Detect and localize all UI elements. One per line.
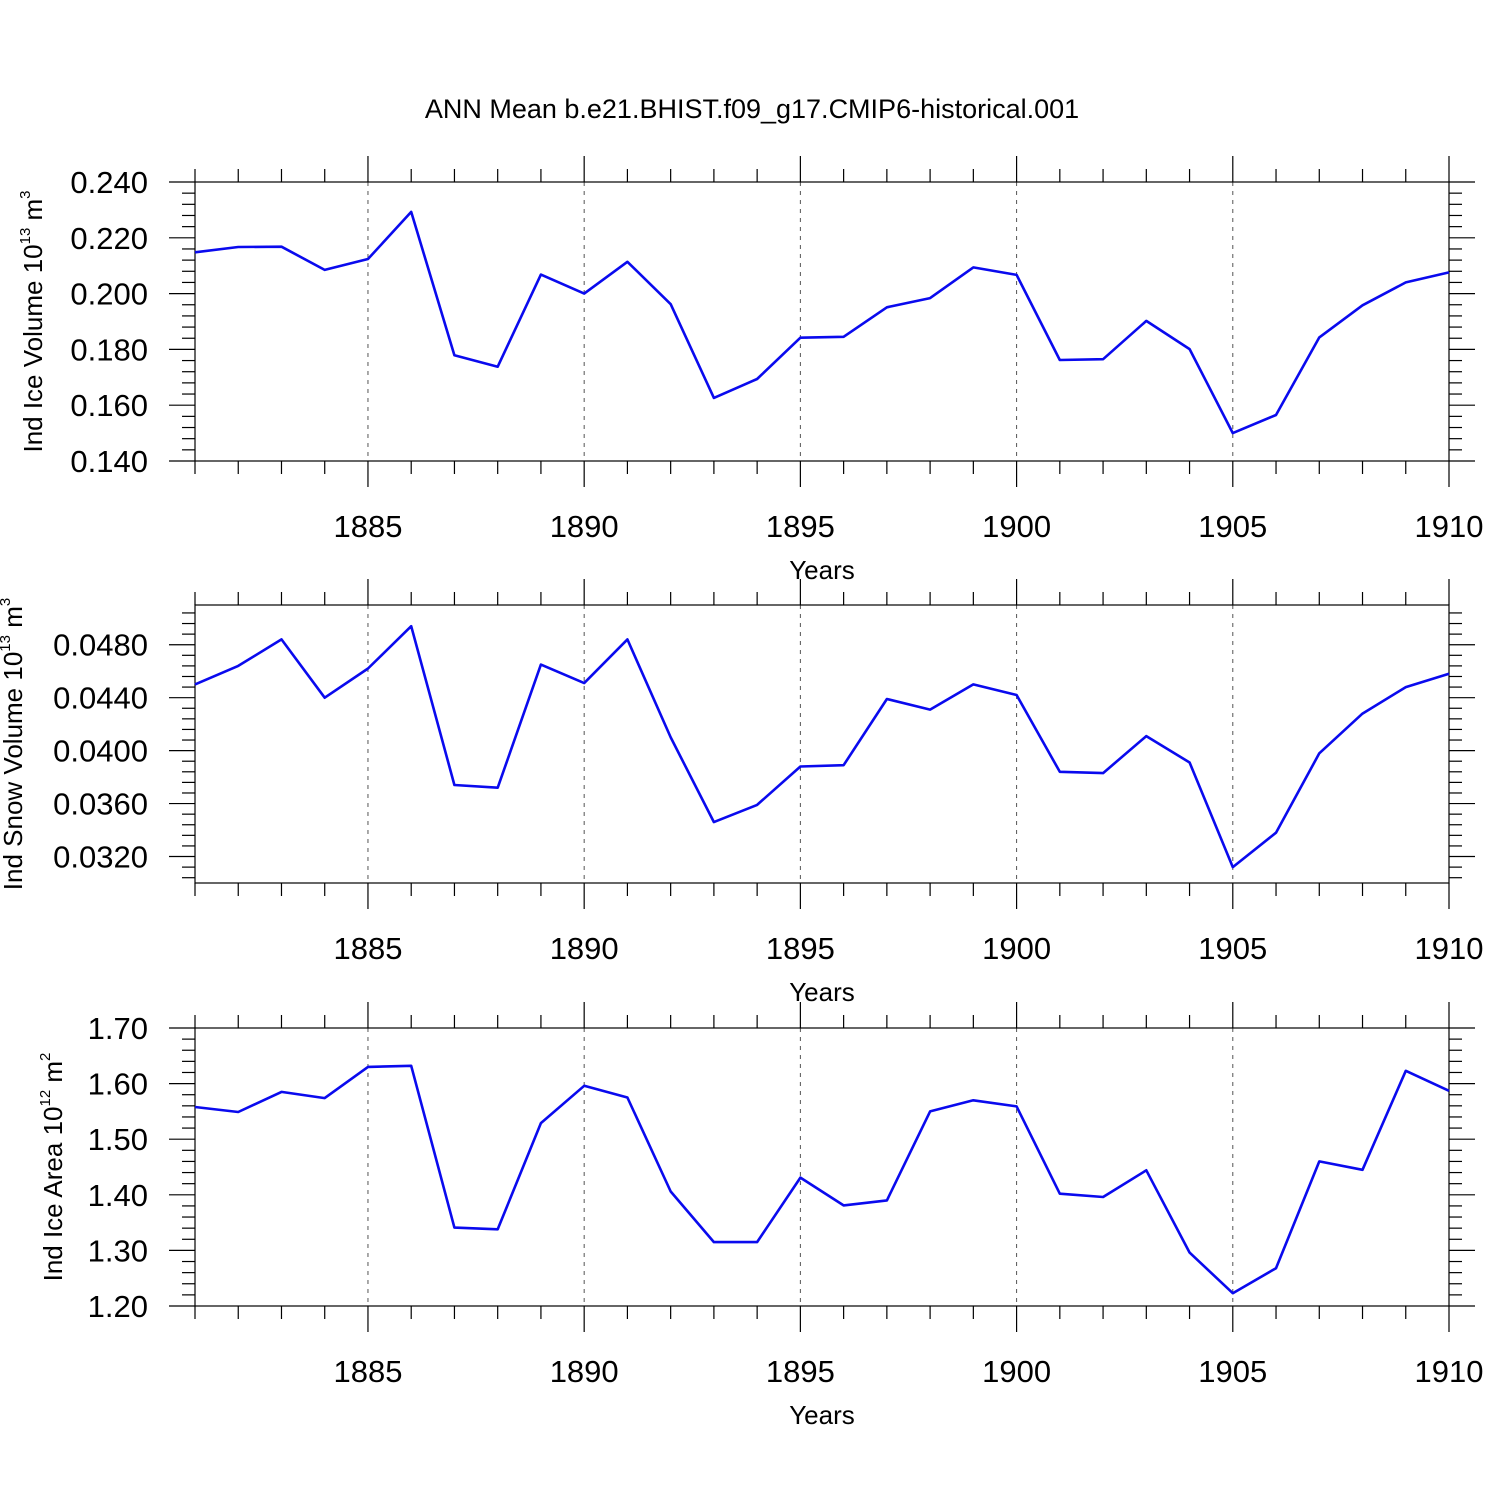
x-tick-label: 1895 <box>766 1354 835 1389</box>
chart-panel-2: 0.0320 0.0360 0.0400 0.0440 0.0480 1885 1890 18… <box>0 579 1483 1007</box>
x-tick-label: 1910 <box>1415 1354 1484 1389</box>
x-tick-label: 1905 <box>1198 509 1267 544</box>
y-tick-label: 1.50 <box>88 1122 148 1157</box>
chart-panel-3: 1.20 1.30 1.40 1.50 1.60 1.70 1885 1890 1895 1900… <box>37 1002 1483 1430</box>
x-tick-label: 1885 <box>333 509 402 544</box>
y-tick-label: 0.180 <box>70 332 148 367</box>
y-tick-label: 1.70 <box>88 1011 148 1046</box>
y-tick-label: 1.20 <box>88 1289 148 1324</box>
y-axis-title: Ind Ice Area 1012 m2 <box>37 1053 68 1282</box>
x-tick-label: 1890 <box>550 509 619 544</box>
plot-frame <box>194 1027 1450 1307</box>
x-axis-title: Years <box>789 555 855 585</box>
series-line <box>194 624 1450 869</box>
y-tick-label: 0.140 <box>70 444 148 479</box>
x-tick-label: 1885 <box>333 931 402 966</box>
x-axis-title: Years <box>789 1400 855 1430</box>
y-tick-label: 0.0480 <box>53 628 148 663</box>
x-tick-label: 1910 <box>1415 509 1484 544</box>
plot-frame <box>194 604 1450 884</box>
x-tick-label: 1895 <box>766 931 835 966</box>
y-tick-label: 0.0400 <box>53 734 148 769</box>
x-tick-label: 1895 <box>766 509 835 544</box>
x-tick-label: 1905 <box>1198 1354 1267 1389</box>
y-tick-label: 0.220 <box>70 221 148 256</box>
x-tick-label: 1905 <box>1198 931 1267 966</box>
y-tick-label: 0.0360 <box>53 787 148 822</box>
plot-frame <box>194 181 1450 462</box>
series-line <box>194 210 1450 435</box>
y-tick-label: 0.0320 <box>53 840 148 875</box>
y-tick-label: 1.40 <box>88 1178 148 1213</box>
x-tick-label: 1885 <box>333 1354 402 1389</box>
y-tick-label: 1.60 <box>88 1067 148 1102</box>
x-tick-label: 1910 <box>1415 931 1484 966</box>
x-tick-label: 1890 <box>550 1354 619 1389</box>
y-tick-label: 0.160 <box>70 388 148 423</box>
x-tick-label: 1900 <box>982 1354 1051 1389</box>
y-tick-label: 0.240 <box>70 165 148 200</box>
chart-panel-1: 0.140 0.160 0.180 0.200 0.220 0.240 1885 1890 18… <box>17 156 1483 585</box>
y-tick-label: 1.30 <box>88 1233 148 1268</box>
x-tick-label: 1900 <box>982 931 1051 966</box>
x-tick-label: 1890 <box>550 931 619 966</box>
series-line <box>194 1064 1450 1295</box>
chart-title: ANN Mean b.e21.BHIST.f09_g17.CMIP6-histo… <box>425 94 1079 124</box>
y-axis-title: Ind Ice Volume 1013 m3 <box>17 190 48 452</box>
y-tick-label: 0.200 <box>70 277 148 312</box>
y-axis-title: Ind Snow Volume 1013 m3 <box>0 598 28 890</box>
x-axis-title: Years <box>789 977 855 1007</box>
y-tick-label: 0.0440 <box>53 681 148 716</box>
x-tick-label: 1900 <box>982 509 1051 544</box>
